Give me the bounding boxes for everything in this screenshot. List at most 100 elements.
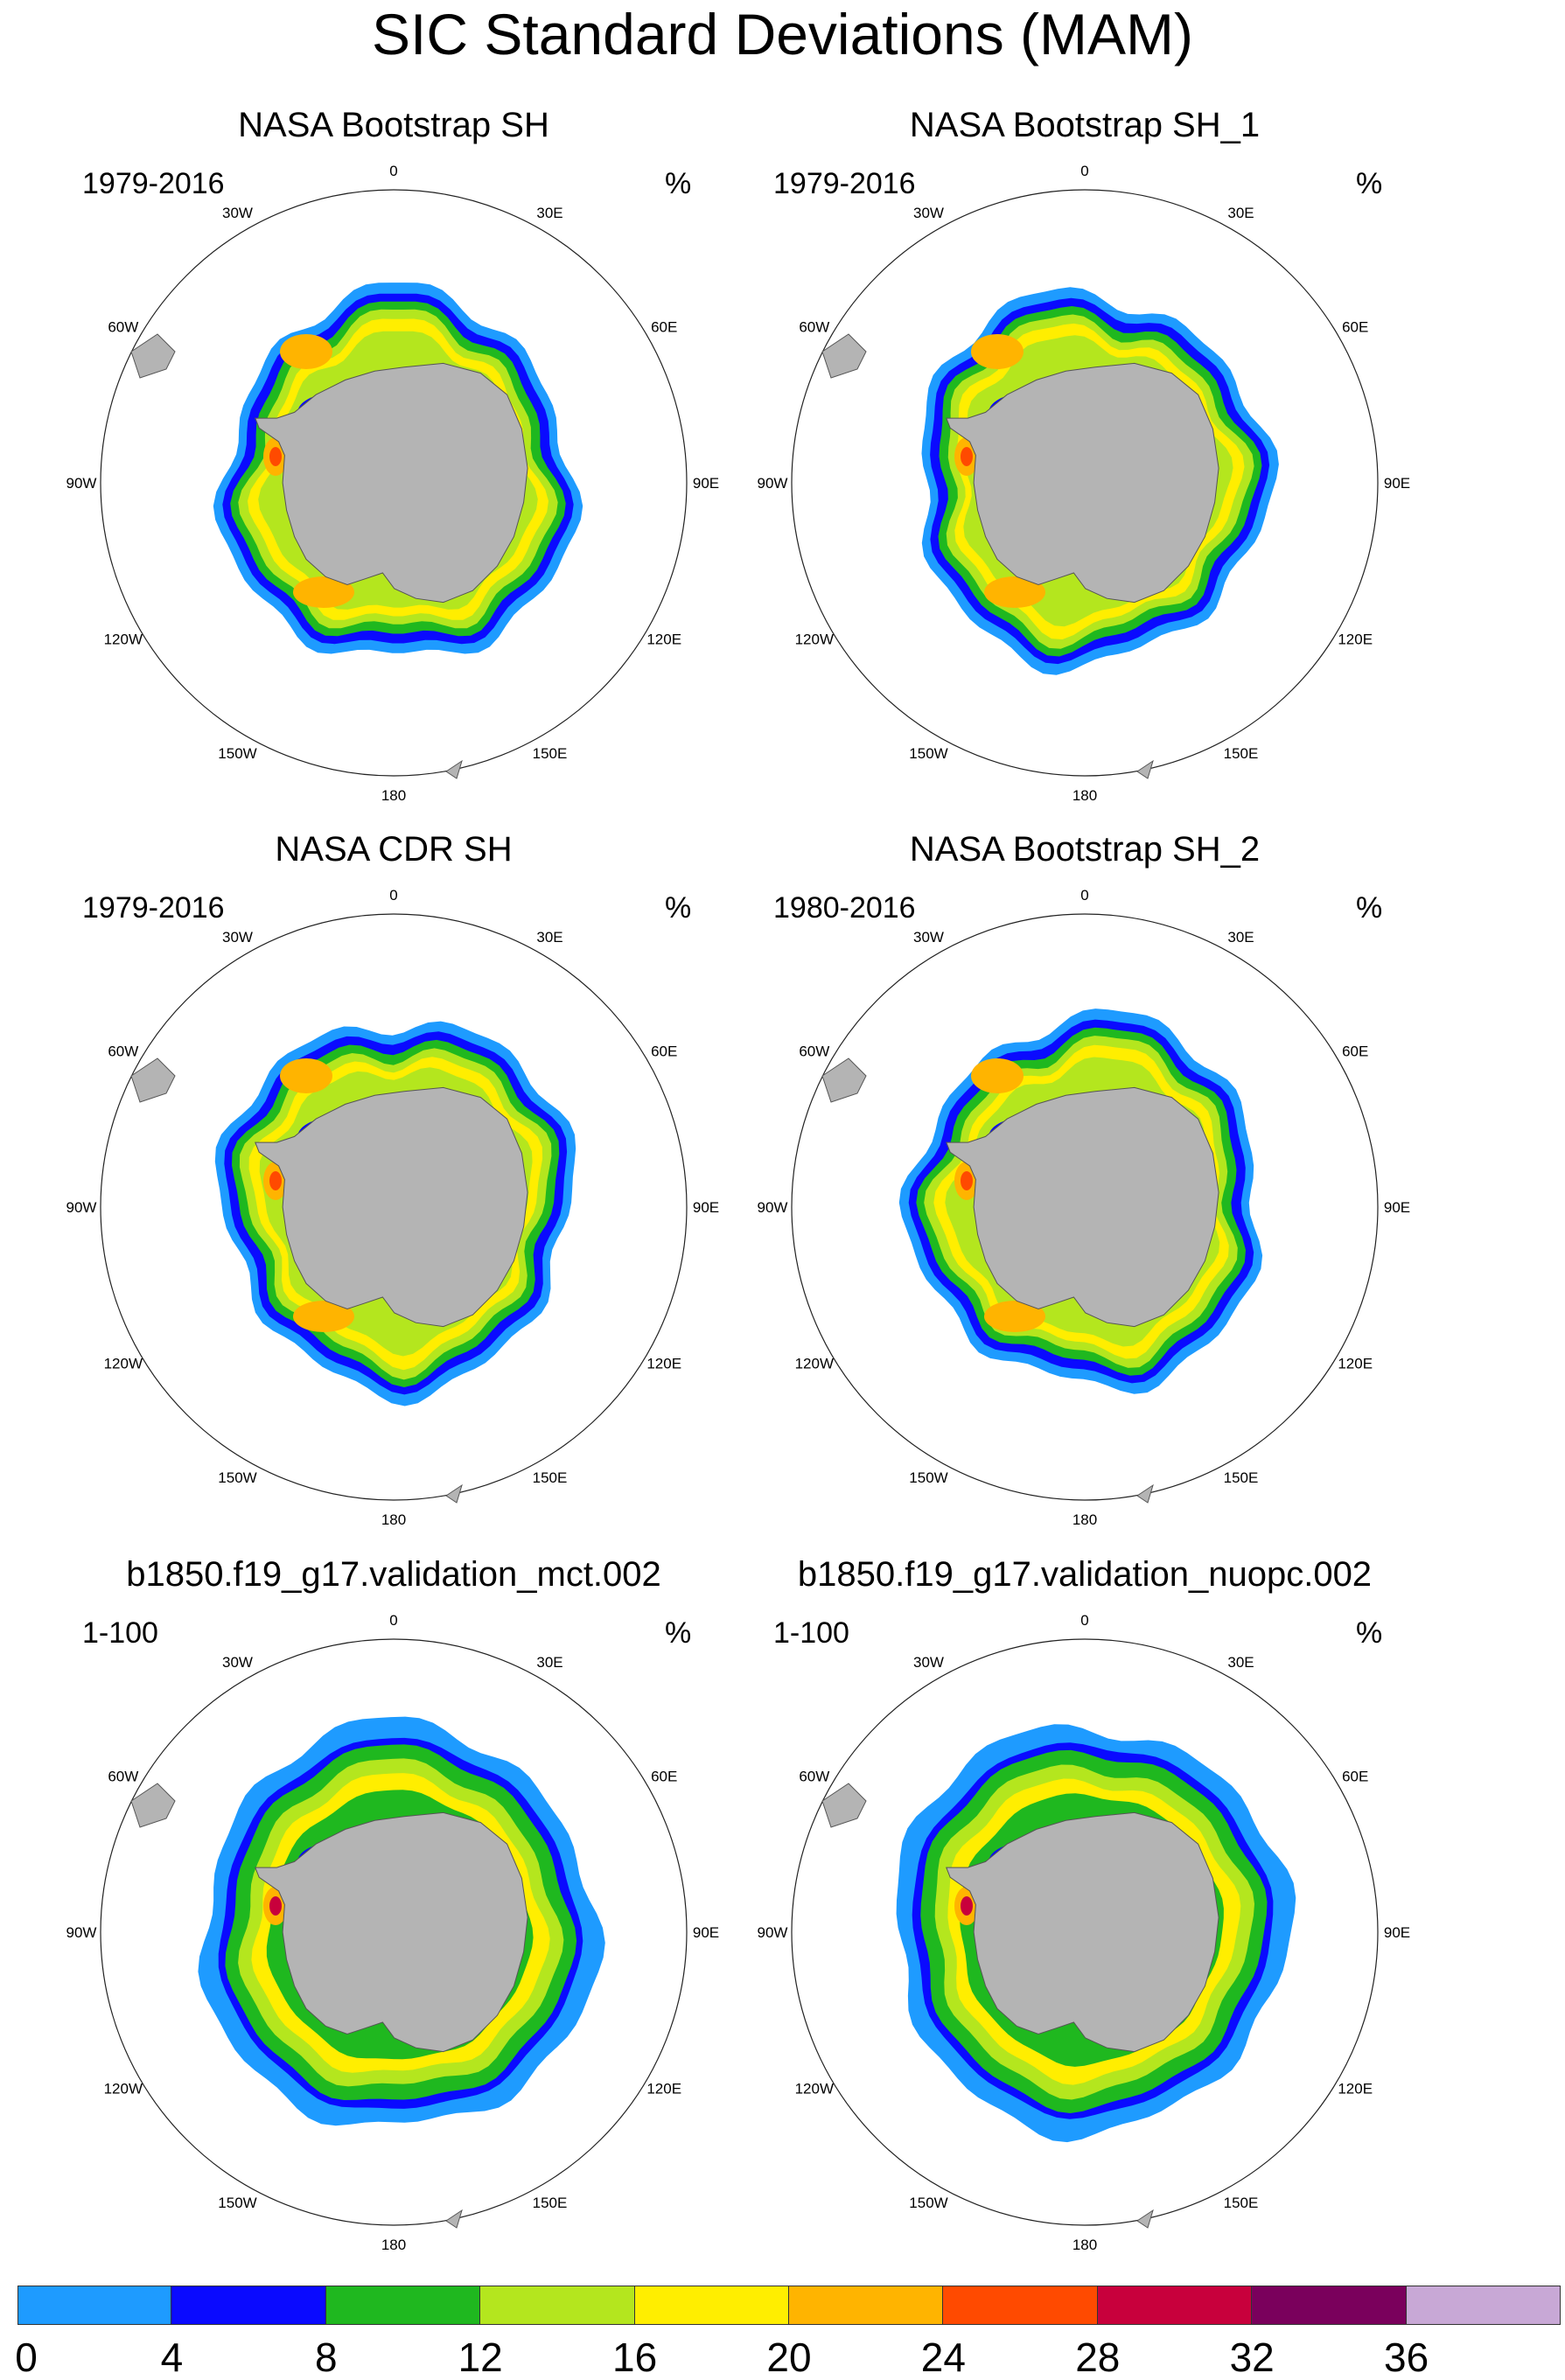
longitude-label: 120E — [1338, 1356, 1373, 1372]
longitude-label: 120E — [1338, 632, 1373, 648]
south-america-land — [821, 333, 867, 379]
colorbar-swatch — [480, 2286, 635, 2325]
longitude-label: 150W — [218, 2195, 256, 2211]
new-zealand-land — [1136, 2209, 1154, 2229]
south-america-land — [130, 1783, 176, 1828]
sic-hotspot-core — [961, 1171, 973, 1190]
antarctica-land — [946, 362, 1219, 604]
sic-hotspot — [293, 576, 354, 608]
antarctica-land — [946, 1811, 1219, 2053]
sic-hotspot — [280, 334, 332, 369]
colorbar-swatch — [171, 2286, 326, 2325]
sic-hotspot — [971, 1058, 1024, 1093]
new-zealand-land — [445, 1483, 463, 1504]
panel-title: b1850.f19_g17.validation_nuopc.002 — [797, 1555, 1373, 1594]
longitude-label: 120E — [646, 1356, 681, 1372]
longitude-label: 60W — [799, 1043, 829, 1060]
colorbar-tick-label: 20 — [766, 2335, 812, 2380]
south-america-land — [821, 1783, 867, 1828]
longitude-label: 90W — [758, 1199, 788, 1216]
sic-hotspot — [971, 334, 1024, 369]
longitude-label: 60W — [799, 319, 829, 336]
longitude-label: 0 — [389, 163, 397, 179]
polar-map: 0 30E 60E 90E 120E 150E 180 150W 120W 90W 60W 30W — [758, 1612, 1411, 2253]
longitude-label: 150E — [533, 2195, 568, 2211]
longitude-label: 30E — [536, 1654, 562, 1671]
sic-hotspot — [984, 1301, 1045, 1332]
colorbar-tick-label: 12 — [458, 2335, 503, 2380]
longitude-label: 60E — [651, 1043, 677, 1060]
longitude-label: 150W — [218, 745, 256, 762]
polar-map: 0 30E 60E 90E 120E 150E 180 150W 120W 90W 60W 30W — [66, 1612, 720, 2253]
longitude-label: 180 — [1072, 2237, 1097, 2253]
longitude-label: 150W — [909, 2195, 947, 2211]
south-america-land — [130, 1057, 176, 1103]
longitude-label: 60E — [1342, 1043, 1368, 1060]
longitude-label: 150E — [533, 745, 568, 762]
longitude-label: 180 — [381, 787, 406, 804]
sic-hotspot — [984, 576, 1045, 608]
longitude-label: 30W — [222, 205, 253, 221]
longitude-label: 120W — [104, 1356, 143, 1372]
longitude-label: 90E — [1384, 475, 1410, 492]
map-panel: NASA Bootstrap SH 1979-2016% 0 30E 60E 90E 120… — [44, 103, 796, 820]
longitude-label: 0 — [1080, 163, 1088, 179]
longitude-label: 60W — [108, 1769, 138, 1785]
panel-units: % — [665, 1616, 692, 1650]
colorbar-swatch — [943, 2286, 1098, 2325]
sic-hotspot-core — [269, 1896, 282, 1916]
polar-map: 0 30E 60E 90E 120E 150E 180 150W 120W 90W 60W 30W — [758, 163, 1411, 804]
longitude-label: 30W — [913, 1654, 944, 1671]
new-zealand-land — [445, 759, 463, 779]
antarctica-land — [255, 362, 528, 604]
new-zealand-land — [1136, 759, 1154, 779]
longitude-label: 180 — [381, 1511, 406, 1528]
sic-hotspot-core — [269, 1171, 282, 1190]
longitude-label: 120E — [646, 2081, 681, 2097]
longitude-label: 60E — [1342, 319, 1368, 336]
longitude-label: 90E — [693, 475, 719, 492]
south-america-land — [821, 1057, 867, 1103]
map-panel: NASA Bootstrap SH_2 1980-2016% 0 30E 60E 90E 1… — [735, 827, 1487, 1545]
longitude-label: 30W — [222, 929, 253, 946]
polar-map: 0 30E 60E 90E 120E 150E 180 150W 120W 90W 60W 30W — [66, 163, 720, 804]
longitude-label: 30E — [1227, 1654, 1254, 1671]
panel-title: b1850.f19_g17.validation_mct.002 — [126, 1555, 661, 1594]
longitude-label: 0 — [389, 1612, 397, 1629]
longitude-label: 180 — [1072, 787, 1097, 804]
colorbar-swatch — [634, 2286, 789, 2325]
sic-hotspot-core — [961, 1896, 973, 1916]
longitude-label: 90W — [66, 475, 97, 492]
antarctica-land — [946, 1086, 1219, 1328]
longitude-label: 0 — [389, 887, 397, 904]
colorbar-swatch — [1406, 2286, 1561, 2325]
longitude-label: 120E — [1338, 2081, 1373, 2097]
longitude-label: 60E — [651, 1769, 677, 1785]
longitude-label: 0 — [1080, 1612, 1088, 1629]
panel-units: % — [1356, 167, 1383, 200]
colorbar-swatch — [325, 2286, 481, 2325]
sic-hotspot — [293, 1301, 354, 1332]
colorbar-tick-label: 0 — [15, 2335, 38, 2380]
panel-period: 1980-2016 — [773, 891, 916, 925]
longitude-label: 150W — [909, 1469, 947, 1486]
antarctica-land — [255, 1811, 528, 2053]
longitude-label: 30W — [913, 929, 944, 946]
longitude-label: 120E — [646, 632, 681, 648]
colorbar-tick-label: 24 — [920, 2335, 966, 2380]
panel-title: NASA Bootstrap SH_1 — [909, 106, 1261, 144]
longitude-label: 150E — [533, 1469, 568, 1486]
colorbar-tick-label: 36 — [1384, 2335, 1429, 2380]
longitude-label: 90E — [693, 1199, 719, 1216]
panel-period: 1-100 — [82, 1616, 158, 1650]
longitude-label: 90E — [1384, 1924, 1410, 1941]
longitude-label: 180 — [1072, 1511, 1097, 1528]
longitude-label: 90E — [1384, 1199, 1410, 1216]
longitude-label: 30E — [1227, 929, 1254, 946]
longitude-label: 0 — [1080, 887, 1088, 904]
colorbar-tick-label: 8 — [315, 2335, 338, 2380]
longitude-label: 60E — [651, 319, 677, 336]
longitude-label: 150W — [909, 745, 947, 762]
antarctica-land — [255, 1086, 528, 1328]
panel-title: NASA CDR SH — [275, 830, 513, 869]
